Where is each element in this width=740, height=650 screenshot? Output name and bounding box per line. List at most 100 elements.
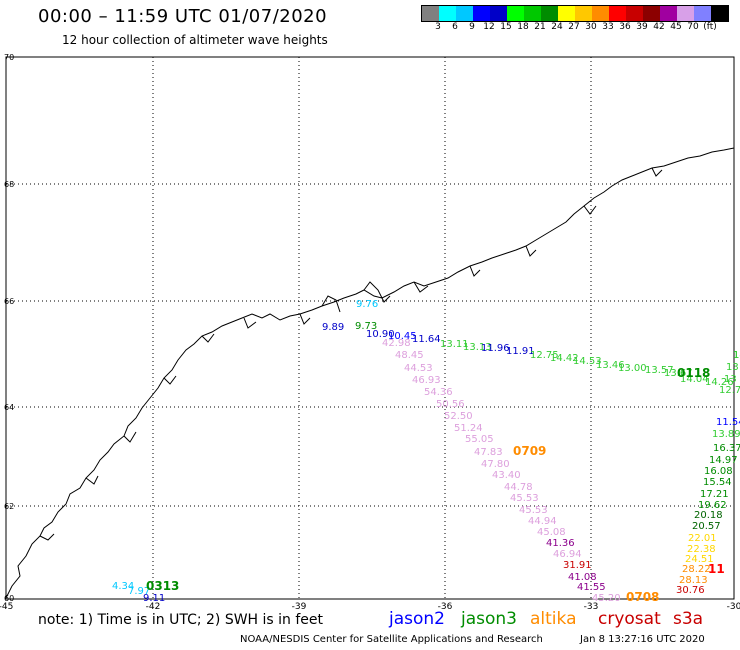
scale-swatch: [456, 6, 473, 21]
scale-swatch: [660, 6, 677, 21]
scale-swatch: [524, 6, 541, 21]
track-0313-label: 4.34: [112, 581, 134, 592]
right-column-label: 14.97: [709, 455, 738, 466]
scale-label: 15: [500, 22, 512, 32]
scale-label: 39: [636, 22, 648, 32]
track-0709-label: 47.80: [481, 459, 510, 470]
scale-swatch: [575, 6, 592, 21]
right-column-label: 19.62: [698, 500, 727, 511]
track-0709-label: 44.94: [528, 516, 557, 527]
lon-tick-label: -39: [292, 602, 307, 612]
right-column-label: 17.21: [700, 489, 729, 500]
track-0118-label: 13.46: [596, 360, 625, 371]
track-0709-label: 50.56: [436, 399, 465, 410]
track-0709-label: 46.93: [412, 375, 441, 386]
track-0118-label: 9.89: [322, 322, 344, 333]
scale-swatch: [558, 6, 575, 21]
right-column-label: 20.18: [694, 510, 723, 521]
coastline-detail: [39, 167, 663, 541]
track-0708-label: 31.91: [563, 560, 592, 571]
track-0118-label: 13.13: [463, 342, 492, 353]
track-0118-label: 14: [733, 350, 740, 361]
right-column-label: 28.22: [682, 564, 711, 575]
lat-tick-label: 64: [4, 403, 14, 412]
scale-label: 30: [585, 22, 597, 32]
right-column-label: 13: [726, 362, 739, 373]
map-subtitle: 12 hour collection of altimeter wave hei…: [62, 33, 328, 47]
lat-tick-label: 60: [4, 594, 14, 603]
scale-label: 70: [687, 22, 699, 32]
track-0118-label: 14.53: [573, 356, 602, 367]
track-0118-label: 11.91: [506, 346, 535, 357]
lon-tick-label: -45: [0, 602, 13, 612]
scale-label: 33: [602, 22, 614, 32]
right-column-label: 12.7: [719, 385, 740, 396]
right-column-label: 13.89: [712, 429, 740, 440]
track-0118-label: 9.73: [355, 321, 377, 332]
lon-tick-label: -36: [438, 602, 453, 612]
track-0313-label: 9.11: [143, 593, 165, 604]
right-column-label: 22.38: [687, 544, 716, 555]
track-0118-label: 10.45: [388, 331, 417, 342]
track-0709-label: 45.53: [519, 505, 548, 516]
track-0708-label: 41.08: [568, 572, 597, 583]
right-column-label: 13: [724, 374, 737, 385]
right-column-label: 11.54: [716, 417, 740, 428]
track-0709-label: 45.53: [510, 493, 539, 504]
scale-label: 21: [534, 22, 546, 32]
scale-swatch: [626, 6, 643, 21]
track-0709-label: 55.05: [465, 434, 494, 445]
track-0709-id: 0709: [513, 444, 546, 458]
track-0709-label: 44.78: [504, 482, 533, 493]
legend-s3a: s3a: [673, 609, 704, 629]
track-0709-label: 54.36: [424, 387, 453, 398]
track-0118-label: 11.96: [481, 343, 510, 354]
track-0708-id: 0708: [626, 590, 659, 604]
map-frame: [5, 56, 735, 600]
scale-swatch: [694, 6, 711, 21]
scale-swatch: [490, 6, 507, 21]
scale-label: 6: [452, 22, 458, 32]
footer: note: 1) Time is in UTC; 2) SWH is in fe…: [0, 609, 740, 650]
lat-tick-label: 66: [4, 297, 14, 306]
right-column-label: 28.13: [679, 575, 708, 586]
track-0709-label: 43.40: [492, 470, 521, 481]
footer-note: note: 1) Time is in UTC; 2) SWH is in fe…: [38, 612, 324, 628]
lat-tick-label: 62: [4, 502, 14, 511]
track-0118-label: 12.75: [530, 350, 559, 361]
track-0118-label: 13.67: [664, 368, 693, 379]
legend-cryosat: cryosat: [598, 609, 661, 629]
lon-tick-label: -30: [727, 602, 740, 612]
scale-label: (ft): [703, 22, 717, 32]
track-0708-label: 41.36: [546, 538, 575, 549]
track-0709-label: 46.94: [553, 549, 582, 560]
track-0709-label: 44.53: [404, 363, 433, 374]
track-0313-label: 7.97: [128, 586, 150, 597]
map-title: 00:00 – 11:59 UTC 01/07/2020: [38, 6, 328, 27]
misc-label: 42.98: [382, 338, 411, 349]
right-column-label: 16.08: [704, 466, 733, 477]
track-0708-label: 45.20: [592, 593, 621, 604]
scale-label: 12: [483, 22, 495, 32]
right-column-label: 24.51: [685, 554, 714, 565]
scale-label: 18: [517, 22, 529, 32]
scale-swatch: [677, 6, 694, 21]
scale-label: 3: [435, 22, 441, 32]
right-column-label: 16.37: [713, 443, 740, 454]
legend-altika: altika: [530, 609, 577, 629]
lon-tick-label: -42: [146, 602, 161, 612]
footer-credit: NOAA/NESDIS Center for Satellite Applica…: [240, 634, 543, 645]
right-column-label: 15.54: [703, 477, 732, 488]
lon-tick-label: -33: [584, 602, 599, 612]
lat-tick-label: 70: [4, 53, 14, 62]
right-column-label: 13: [733, 350, 740, 361]
misc-label: 11: [708, 562, 725, 576]
color-scale-bar: [421, 5, 729, 22]
scale-label: 27: [568, 22, 580, 32]
scale-swatch: [422, 6, 439, 21]
scale-swatch: [439, 6, 456, 21]
scale-swatch: [609, 6, 626, 21]
track-0709-label: 51.24: [454, 423, 483, 434]
